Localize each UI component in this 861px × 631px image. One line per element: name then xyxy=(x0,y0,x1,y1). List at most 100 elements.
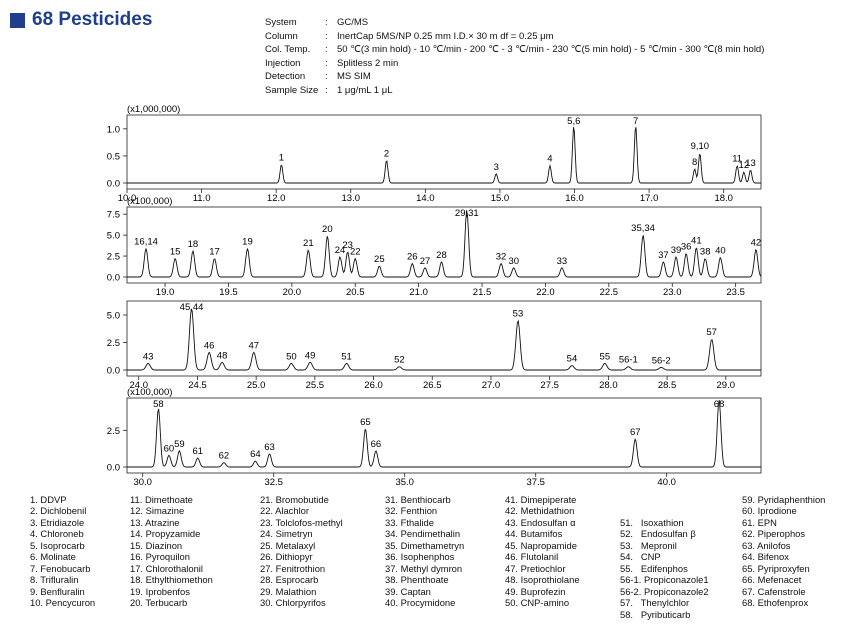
peak-label: 66 xyxy=(371,439,382,450)
x-tick-label: 22.0 xyxy=(536,287,555,298)
analysis-conditions: System: GC/MS Column: InertCap 5MS/NP 0.25… xyxy=(265,16,764,98)
compound-item: 44. Butamifos xyxy=(505,528,563,540)
peak-label: 26 xyxy=(407,252,418,263)
title-square-icon xyxy=(10,12,25,28)
compound-item: 16. Pyroquilon xyxy=(130,551,190,563)
compound-item: 68. Ethofenprox xyxy=(742,597,809,609)
compound-item: 50. CNP-amino xyxy=(505,597,570,609)
peak-label: 54 xyxy=(567,354,578,365)
x-tick-label: 20.0 xyxy=(283,287,302,298)
condition-key: Injection xyxy=(265,57,301,69)
page-title: 68 Pesticides xyxy=(10,9,152,31)
compound-item: 19. Iprobenfos xyxy=(130,585,190,597)
x-tick-label: 12.0 xyxy=(267,193,286,204)
compound-item: 57. Thenylchlor xyxy=(620,597,690,609)
x-tick-label: 19.0 xyxy=(156,287,175,298)
peak-label: 36 xyxy=(681,242,692,253)
compound-item: 62. Piperophos xyxy=(742,528,806,540)
compound-item: 55. Edifenphos xyxy=(620,562,688,574)
y-tick-label: 2.5 xyxy=(107,338,120,349)
y-multiplier-label: (x100,000) xyxy=(127,196,172,207)
compound-legend-col: 51. Isoxathion 52. Endosulfan β 53. Mepron… xyxy=(620,494,709,631)
peak-label: 67 xyxy=(630,427,641,438)
condition-key: Col. Temp. xyxy=(265,44,311,56)
compound-item: 2. Dichlobenil xyxy=(30,505,87,517)
peak-label: 17 xyxy=(209,247,220,258)
compound-item: 63. Anilofos xyxy=(742,539,791,551)
title-text: 68 Pesticides xyxy=(32,9,153,30)
peak-label: 51 xyxy=(341,351,352,362)
compound-item: 28. Esprocarb xyxy=(260,574,319,586)
y-tick-label: 2.5 xyxy=(107,426,120,437)
peak-label: 25 xyxy=(374,254,385,265)
compound-item: 6. Molinate xyxy=(30,551,76,563)
compound-item: 38. Phenthoate xyxy=(385,574,449,586)
peak-label: 41 xyxy=(691,236,702,247)
compound-legend-col: 41. Dimepiperate 42. Methidathion 43. Endo… xyxy=(505,494,580,609)
compound-item: 49. Buprofezin xyxy=(505,585,566,597)
peak-label: 60 xyxy=(164,443,175,454)
compound-item: 22. Alachlor xyxy=(260,505,309,517)
peak-label: 21 xyxy=(303,238,314,249)
y-multiplier-label: (x100,000) xyxy=(127,387,172,398)
compound-item: 12. Simazine xyxy=(130,505,185,517)
y-tick-label: 7.5 xyxy=(107,210,120,221)
peak-label: 29,31 xyxy=(455,208,479,219)
peak-label: 55 xyxy=(600,351,611,362)
chromatogram-trace xyxy=(127,400,761,468)
y-tick-label: 2.5 xyxy=(107,252,120,263)
compound-item: 59. Pyridaphenthion xyxy=(742,494,826,505)
x-tick-label: 21.5 xyxy=(473,287,492,298)
chromatogram-trace xyxy=(127,210,762,278)
x-tick-label: 22.5 xyxy=(600,287,619,298)
x-tick-label: 40.0 xyxy=(657,477,676,488)
peak-label: 48 xyxy=(217,350,228,361)
x-tick-label: 10.0 xyxy=(118,193,137,204)
compound-item: 43. Endosulfan α xyxy=(505,516,576,528)
compound-legend-col: 11. Dimethoate 12. Simazine 13. Atrazine 14… xyxy=(130,494,213,609)
condition-key: Sample Size xyxy=(265,84,319,96)
peak-label: 47 xyxy=(249,340,260,351)
peak-label: 65 xyxy=(360,417,371,428)
peak-label: 42 xyxy=(751,237,762,248)
peak-label: 18 xyxy=(188,239,199,250)
y-tick-label: 1.0 xyxy=(107,124,120,135)
x-tick-label: 23.0 xyxy=(663,287,682,298)
x-tick-label: 21.0 xyxy=(409,287,428,298)
y-multiplier-label: (x1,000,000) xyxy=(127,104,180,115)
peak-label: 15 xyxy=(170,247,181,258)
compound-item: 46. Flutolanil xyxy=(505,551,559,563)
peak-label: 1 xyxy=(279,153,284,164)
compound-item: 13. Atrazine xyxy=(130,516,180,528)
peak-label: 2 xyxy=(384,148,389,159)
condition-row: Sample Size:1 μg/mL 1 μL xyxy=(265,84,764,98)
x-tick-label: 20.5 xyxy=(346,287,365,298)
compound-item: 1. DDVP xyxy=(30,494,67,505)
peak-label: 50 xyxy=(286,351,297,362)
x-tick-label: 25.5 xyxy=(306,380,325,391)
peak-label: 40 xyxy=(715,246,726,257)
compound-item: 24. Simetryn xyxy=(260,528,313,540)
peak-label: 16,14 xyxy=(134,237,158,248)
condition-colon: : xyxy=(325,84,328,96)
peak-label: 56-2 xyxy=(652,355,671,366)
compound-item: 56-2. Propiconazole2 xyxy=(620,585,709,597)
peak-label: 38 xyxy=(700,247,711,258)
peak-label: 23 xyxy=(342,240,353,251)
compound-item: 9. Benfluralin xyxy=(30,585,85,597)
peak-label: 57 xyxy=(706,327,717,338)
peak-label: 62 xyxy=(219,451,230,462)
compound-item: 40. Procymidone xyxy=(385,597,456,609)
peak-label: 8 xyxy=(692,157,697,168)
compound-item: 36. Isophenphos xyxy=(385,551,455,563)
compound-item: 61. EPN xyxy=(742,516,777,528)
peak-label: 52 xyxy=(394,355,405,366)
peak-label: 33 xyxy=(557,256,568,267)
peak-label: 27 xyxy=(420,256,431,267)
condition-value: GC/MS xyxy=(337,17,369,28)
compound-item: 5. Isoprocarb xyxy=(30,539,85,551)
compound-item: 3. Etridiazole xyxy=(30,516,85,528)
peak-label: 59 xyxy=(174,439,185,450)
x-tick-label: 27.5 xyxy=(540,380,559,391)
compound-item: 14. Propyzamide xyxy=(130,528,201,540)
